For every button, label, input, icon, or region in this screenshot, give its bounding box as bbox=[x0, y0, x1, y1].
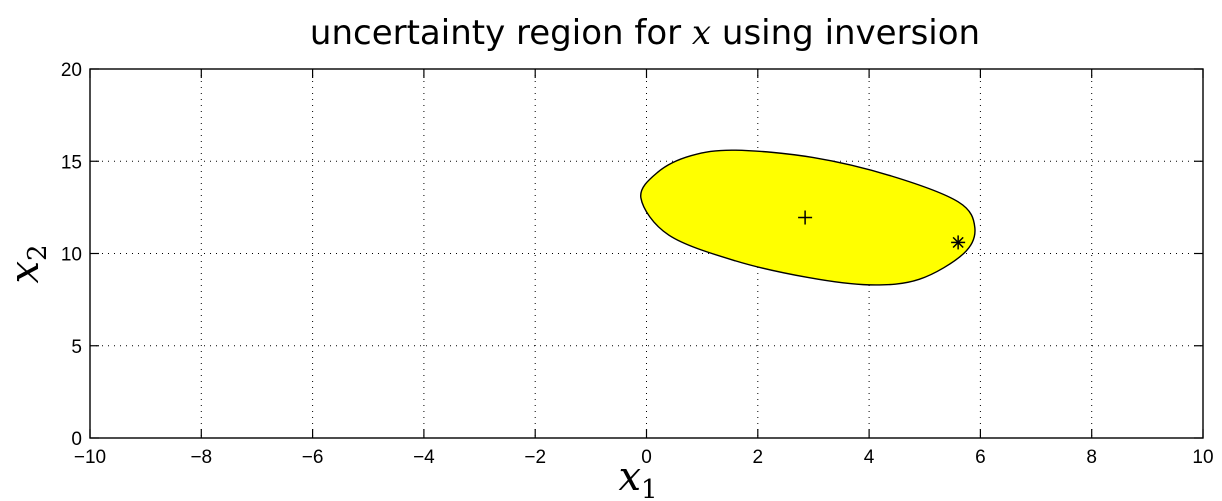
x-tick-label: −6 bbox=[302, 447, 324, 468]
chart-title-suffix: using inversion bbox=[711, 13, 980, 53]
y-tick-label: 15 bbox=[61, 152, 82, 173]
x-axis-label-sub: 1 bbox=[641, 475, 658, 501]
x-tick-labels: −10 −8 −6 −4 −2 0 2 4 6 8 10 bbox=[74, 447, 1214, 468]
chart-title-math: x bbox=[692, 13, 711, 53]
x-tick-label: 8 bbox=[1086, 447, 1097, 468]
y-tick-label: 10 bbox=[61, 245, 82, 266]
x-tick-label: 0 bbox=[641, 447, 652, 468]
grid bbox=[90, 69, 1203, 438]
y-axis-label: x2 bbox=[2, 244, 53, 283]
y-tick-labels: 0 5 10 15 20 bbox=[61, 60, 82, 450]
x-tick-label: −8 bbox=[190, 447, 212, 468]
y-tick-label: 0 bbox=[71, 429, 82, 450]
y-tick-label: 20 bbox=[61, 60, 82, 81]
ticks bbox=[89, 68, 1204, 439]
chart-title-prefix: uncertainty region for bbox=[310, 13, 692, 53]
y-axis-label-base: x bbox=[2, 261, 48, 284]
y-axis-label-sub: 2 bbox=[23, 244, 53, 261]
chart-title: uncertainty region for x using inversion bbox=[310, 13, 980, 53]
y-tick-label: 5 bbox=[71, 337, 82, 358]
x-tick-label: −2 bbox=[524, 447, 546, 468]
x-axis-label: x1 bbox=[618, 454, 657, 501]
x-tick-label: 10 bbox=[1192, 447, 1213, 468]
marker-point bbox=[951, 235, 966, 250]
x-tick-label: 6 bbox=[975, 447, 986, 468]
x-axis-label-base: x bbox=[618, 454, 641, 500]
x-tick-label: −10 bbox=[74, 447, 106, 468]
points-layer bbox=[798, 210, 966, 250]
x-tick-label: 4 bbox=[864, 447, 875, 468]
x-tick-label: −4 bbox=[413, 447, 435, 468]
marker-center bbox=[798, 210, 813, 225]
x-tick-label: 2 bbox=[753, 447, 764, 468]
axes-box bbox=[89, 68, 1204, 439]
